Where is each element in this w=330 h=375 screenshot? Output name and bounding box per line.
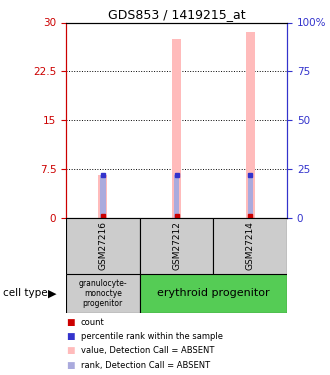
Bar [66,217,140,274]
Text: ▶: ▶ [48,288,56,298]
Text: GSM27216: GSM27216 [98,221,107,270]
Text: ■: ■ [66,332,75,341]
Bar [100,175,106,217]
Text: cell type: cell type [3,288,48,298]
Text: percentile rank within the sample: percentile rank within the sample [81,332,223,341]
Text: rank, Detection Call = ABSENT: rank, Detection Call = ABSENT [81,361,210,370]
Text: erythroid progenitor: erythroid progenitor [157,288,270,298]
Text: GSM27212: GSM27212 [172,221,181,270]
Bar [174,175,179,217]
Bar [214,217,287,274]
Bar [246,32,255,218]
Bar [98,175,107,217]
Text: granulocyte-
monoctye
progenitor: granulocyte- monoctye progenitor [79,279,127,308]
Title: GDS853 / 1419215_at: GDS853 / 1419215_at [108,8,246,21]
Bar [248,175,253,217]
Text: ■: ■ [66,346,75,355]
Bar [172,39,181,218]
Bar [140,274,287,313]
Text: count: count [81,318,105,327]
Text: ■: ■ [66,361,75,370]
Bar [140,217,214,274]
Text: value, Detection Call = ABSENT: value, Detection Call = ABSENT [81,346,214,355]
Text: GSM27214: GSM27214 [246,221,255,270]
Text: ■: ■ [66,318,75,327]
Bar [66,274,140,313]
